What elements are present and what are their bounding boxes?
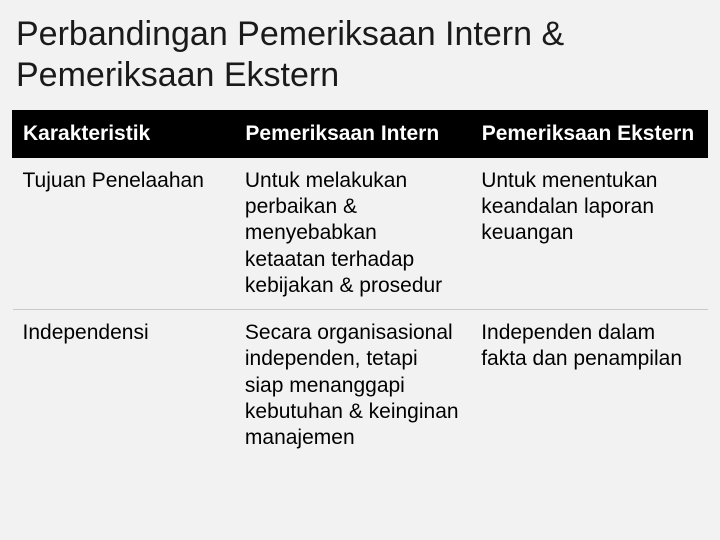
slide-title: Perbandingan Pemeriksaan Intern & Pemeri… <box>16 14 704 96</box>
table-header-cell: Pemeriksaan Intern <box>235 110 471 157</box>
table-header-cell: Pemeriksaan Ekstern <box>471 110 707 157</box>
table-cell: Independen dalam fakta dan penampilan <box>471 310 707 462</box>
table-cell: Secara organisasional independen, tetapi… <box>235 310 471 462</box>
table-cell: Untuk menentukan keandalan laporan keuan… <box>471 157 707 309</box>
table-header-cell: Karakteristik <box>13 110 235 157</box>
table-header-row: Karakteristik Pemeriksaan Intern Pemerik… <box>13 110 708 157</box>
table-row: Tujuan Penelaahan Untuk melakukan perbai… <box>13 157 708 309</box>
table-cell: Untuk melakukan perbaikan & menyebabkan … <box>235 157 471 309</box>
table-cell: Independensi <box>13 310 235 462</box>
slide: Perbandingan Pemeriksaan Intern & Pemeri… <box>0 0 720 540</box>
table-cell: Tujuan Penelaahan <box>13 157 235 309</box>
comparison-table: Karakteristik Pemeriksaan Intern Pemerik… <box>12 110 708 462</box>
table-row: Independensi Secara organisasional indep… <box>13 310 708 462</box>
